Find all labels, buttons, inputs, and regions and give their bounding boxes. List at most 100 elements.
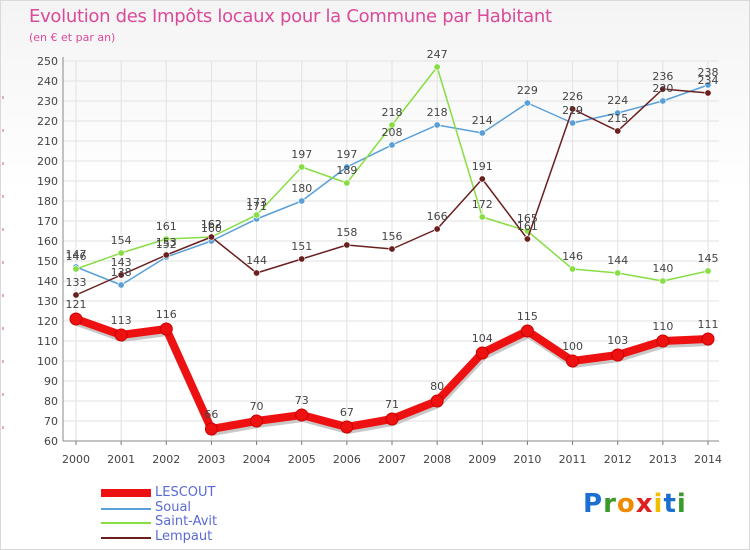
chart-subtitle: (en € et par an) (29, 31, 116, 44)
data-label-lempaut: 166 (427, 210, 448, 223)
data-point-lescout (250, 414, 264, 428)
x-tick-label: 2002 (152, 453, 180, 466)
data-point-lescout (340, 420, 354, 434)
data-label-soual: 208 (382, 126, 403, 139)
data-label-saint-avit: 154 (111, 234, 132, 247)
data-point-soual (523, 99, 531, 107)
data-label-lescout: 121 (66, 298, 87, 311)
data-label-lempaut: 215 (607, 112, 628, 125)
y-tick-label: 210 (37, 135, 58, 148)
logo-letter: i (653, 489, 664, 519)
legend-item-lescout[interactable]: LESCOUT (101, 485, 301, 501)
data-label-soual: 180 (291, 182, 312, 195)
data-point-lempaut (569, 105, 577, 113)
logo-letter: r (603, 489, 617, 519)
data-point-lempaut (478, 175, 486, 183)
data-label-lescout: 104 (472, 332, 493, 345)
data-label-soual: 138 (111, 266, 132, 279)
data-point-saint-avit (388, 121, 396, 129)
data-label-soual: 147 (66, 248, 87, 261)
data-point-saint-avit (659, 277, 667, 285)
data-point-lempaut (117, 271, 125, 279)
legend-swatch-soual (101, 507, 151, 510)
data-label-lescout: 103 (607, 334, 628, 347)
data-point-lempaut (207, 233, 215, 241)
logo-letter: i (676, 489, 687, 519)
data-point-lempaut (388, 245, 396, 253)
data-point-lescout (656, 334, 670, 348)
data-label-saint-avit: 172 (472, 198, 493, 211)
data-point-saint-avit (433, 63, 441, 71)
y-tick-label: 90 (44, 375, 58, 388)
y-tick-label: 160 (37, 235, 58, 248)
data-point-lescout (430, 394, 444, 408)
data-point-lescout (295, 408, 309, 422)
legend-label: Lempaut (155, 528, 213, 544)
data-point-soual (614, 109, 622, 117)
data-label-lempaut: 158 (336, 226, 357, 239)
legend-item-saint-avit[interactable]: Saint-Avit (101, 514, 301, 530)
y-tick-label: 170 (37, 215, 58, 228)
x-tick-label: 2014 (694, 453, 722, 466)
x-tick-label: 2011 (559, 453, 587, 466)
data-label-lescout: 111 (698, 318, 719, 331)
data-point-lempaut (298, 255, 306, 263)
data-point-soual (298, 197, 306, 205)
x-tick-label: 2009 (468, 453, 496, 466)
data-point-soual (478, 129, 486, 137)
data-label-lescout: 80 (430, 380, 444, 393)
data-label-lescout: 67 (340, 406, 354, 419)
data-point-lescout (159, 322, 173, 336)
data-point-soual (117, 281, 125, 289)
x-tick-label: 2005 (288, 453, 316, 466)
y-tick-label: 180 (37, 195, 58, 208)
data-point-saint-avit (72, 265, 80, 273)
data-point-saint-avit (162, 235, 170, 243)
y-tick-label: 250 (37, 55, 58, 68)
data-label-soual: 224 (607, 94, 628, 107)
y-tick-label: 100 (37, 355, 58, 368)
data-label-soual: 160 (201, 222, 222, 235)
data-label-saint-avit: 218 (382, 106, 403, 119)
data-point-soual (388, 141, 396, 149)
legend-item-lempaut[interactable]: Lempaut (101, 528, 301, 545)
data-point-saint-avit (253, 211, 261, 219)
data-label-saint-avit: 247 (427, 48, 448, 61)
data-label-saint-avit: 140 (652, 262, 673, 275)
data-label-lempaut: 156 (382, 230, 403, 243)
data-label-soual: 171 (246, 200, 267, 213)
axes: 60 70 80 90 100 110 120 130 140 150 160 170 180 190 20… (2, 55, 722, 466)
data-point-lescout (69, 312, 83, 326)
y-tick-label: 60 (44, 435, 58, 448)
logo-letter: P (583, 489, 604, 519)
y-tick-label: 140 (37, 275, 58, 288)
y-tick-label: 80 (44, 395, 58, 408)
data-label-saint-avit: 189 (336, 164, 357, 177)
x-tick-label: 2003 (197, 453, 225, 466)
y-tick-label: 120 (37, 315, 58, 328)
y-tick-label: 70 (44, 415, 58, 428)
x-tick-label: 2008 (423, 453, 451, 466)
data-point-lempaut (523, 235, 531, 243)
logo-letter: t (663, 489, 677, 519)
legend-label: LESCOUT (155, 485, 216, 500)
data-label-soual: 214 (472, 114, 493, 127)
data-point-lempaut (704, 89, 712, 97)
series-lines (69, 63, 715, 436)
data-label-lempaut: 234 (698, 74, 719, 87)
data-label-saint-avit: 161 (156, 220, 177, 233)
x-tick-label: 2012 (604, 453, 632, 466)
data-point-lempaut (433, 225, 441, 233)
legend-item-soual[interactable]: Soual (101, 500, 301, 516)
data-label-lempaut: 162 (201, 218, 222, 231)
data-point-lempaut (162, 251, 170, 259)
data-point-lescout (114, 328, 128, 342)
data-label-lempaut: 191 (472, 160, 493, 173)
y-tick-label: 200 (37, 155, 58, 168)
y-tick-label: 110 (37, 335, 58, 348)
data-label-lempaut: 226 (562, 90, 583, 103)
logo-letter: x (635, 489, 654, 519)
x-tick-label: 2013 (649, 453, 677, 466)
data-label-saint-avit: 165 (517, 212, 538, 225)
data-label-saint-avit: 173 (246, 196, 267, 209)
